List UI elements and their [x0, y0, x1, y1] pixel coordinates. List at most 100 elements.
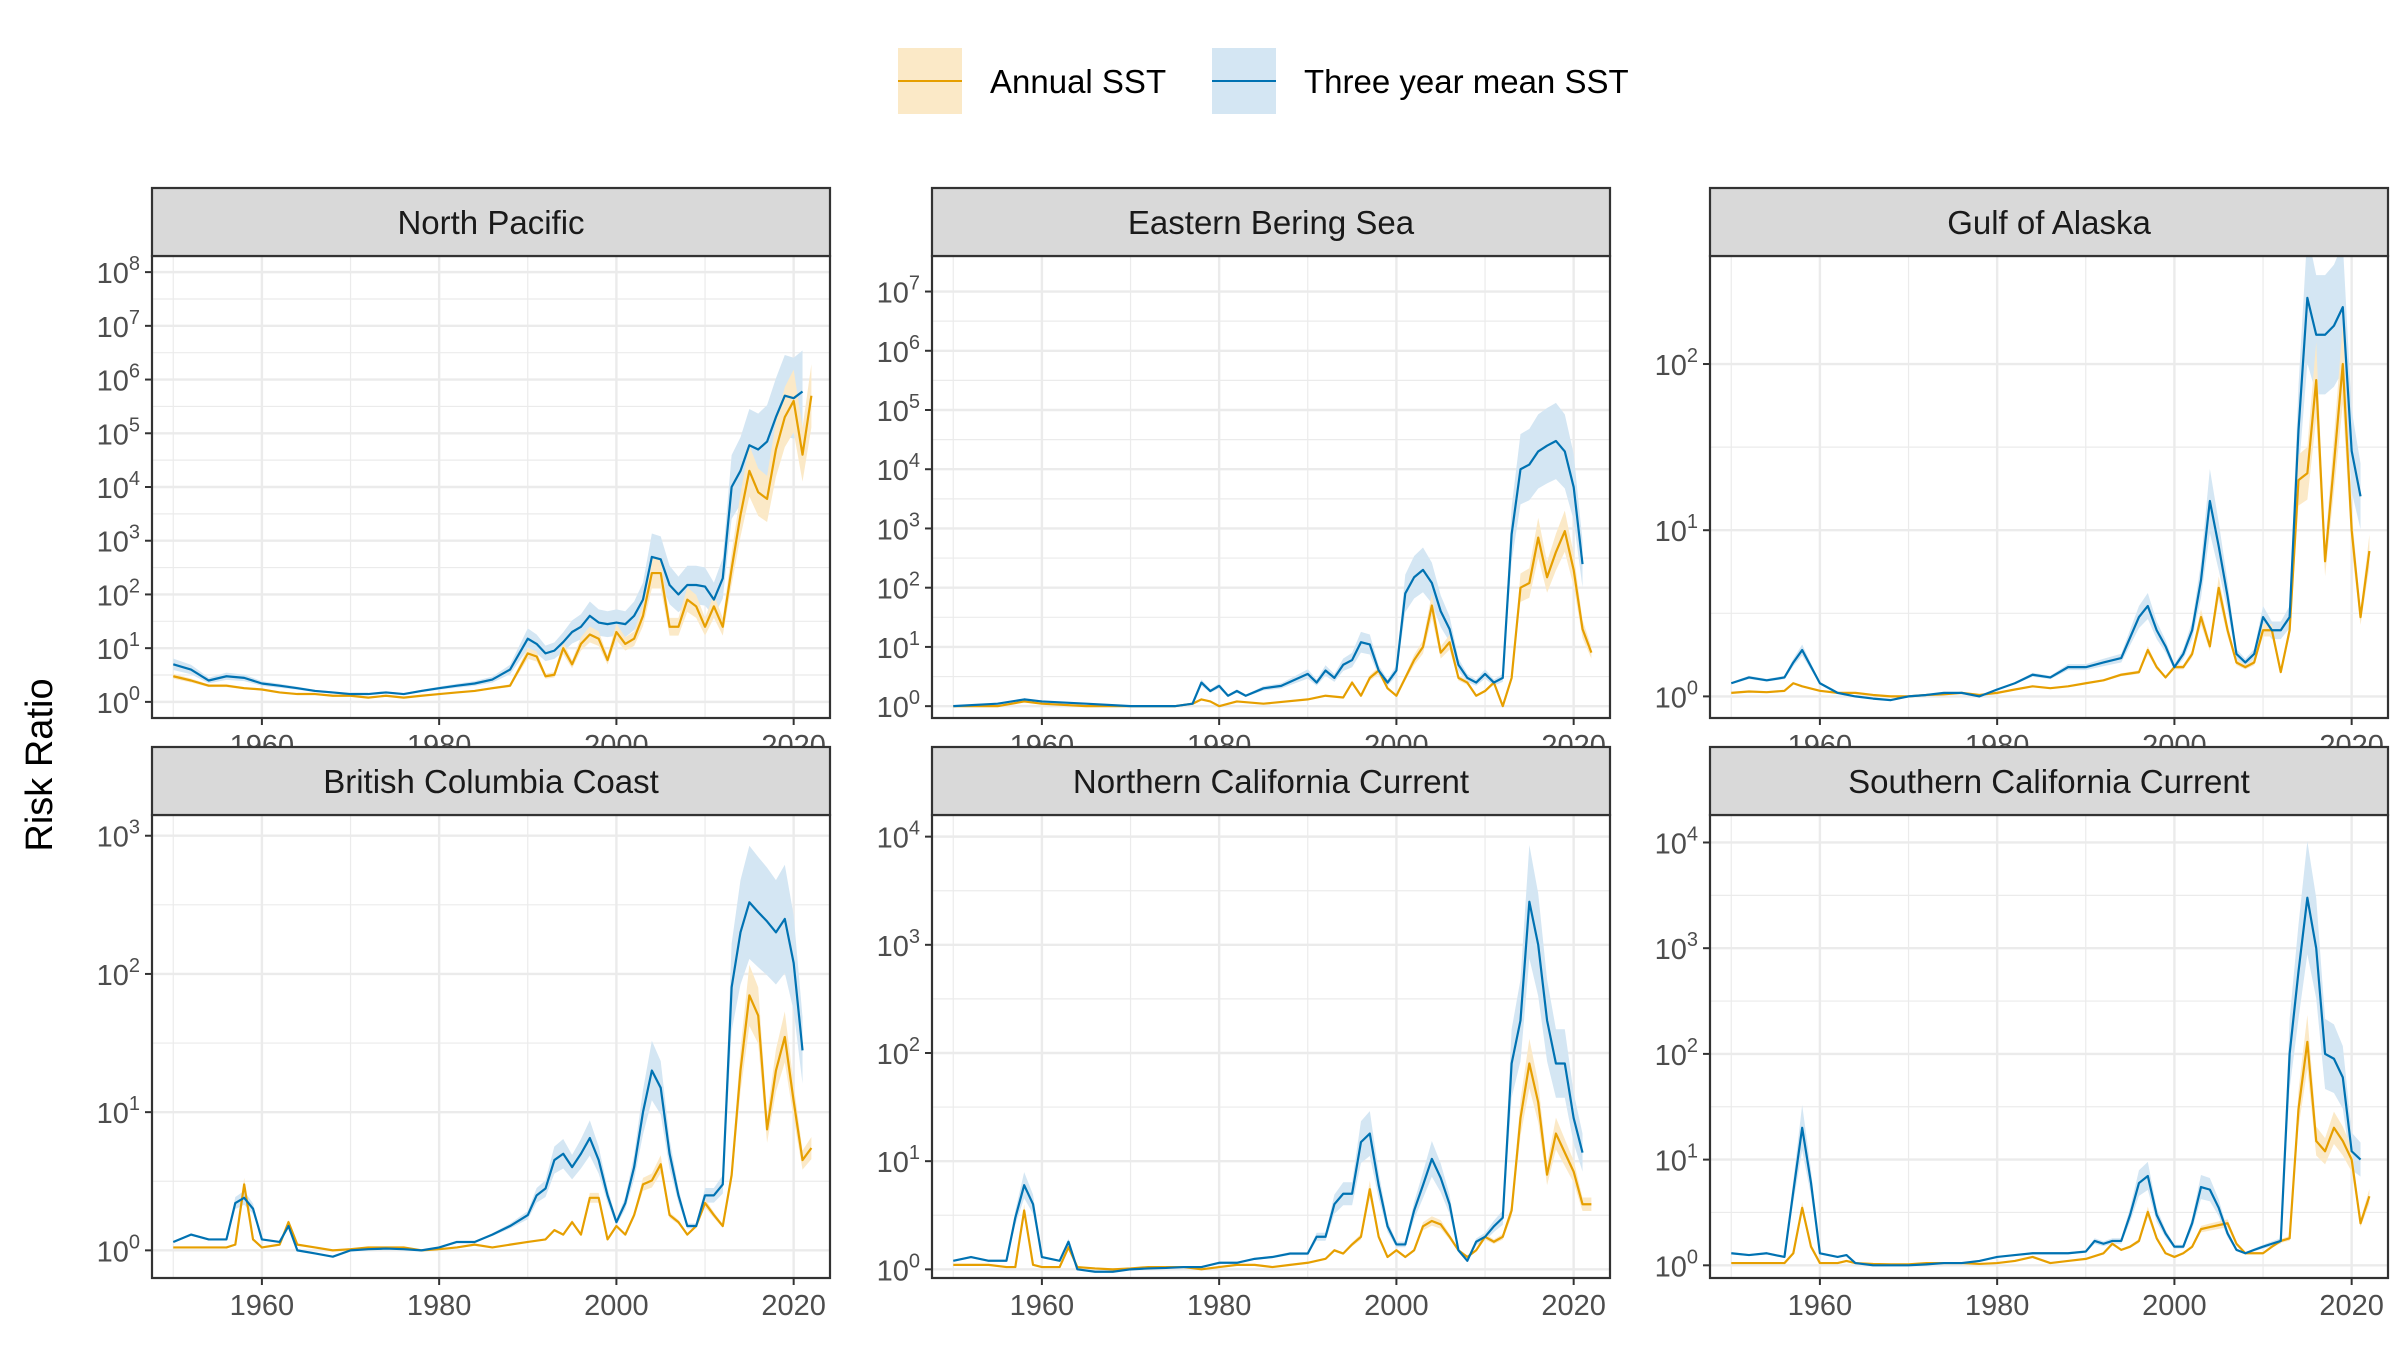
series-line-three-year-mean-sst	[172, 390, 804, 696]
panel-british-columbia-coast: British Columbia Coast 100 101 102 103 1960 19…	[97, 745, 832, 1322]
y-tick-label: 100	[97, 1231, 140, 1268]
y-tick-label: 101	[1655, 1141, 1698, 1178]
x-tick-label: 2020	[2319, 1290, 2384, 1322]
facet-title: Northern California Current	[1073, 763, 1469, 800]
facet-strip	[150, 186, 832, 258]
y-tick-label: 103	[97, 817, 140, 854]
y-tick-label: 104	[1655, 823, 1698, 860]
y-tick-label: 104	[877, 818, 920, 855]
panel-north-pacific: North Pacific 100 101 102 103 104 105 106 107 108…	[97, 186, 832, 762]
series-group	[1730, 256, 2371, 702]
series-group	[172, 350, 813, 699]
y-tick-label: 102	[1655, 345, 1698, 382]
panel-background	[152, 815, 830, 1278]
grid-lines	[1710, 815, 2388, 1278]
y-tick-label: 103	[1655, 929, 1698, 966]
panel-background	[1710, 815, 2388, 1278]
x-tick-label: 1980	[1965, 1290, 2030, 1322]
series-line-three-year-mean-sst	[1731, 896, 2362, 1267]
series-group	[172, 845, 813, 1258]
panel-background	[932, 815, 1610, 1278]
legend-label-annual: Annual SST	[990, 63, 1166, 100]
y-tick-label: 107	[97, 307, 140, 344]
x-tick-label: 2000	[584, 1290, 649, 1322]
facet-strip	[1708, 745, 2390, 817]
y-tick-label: 105	[877, 391, 920, 428]
series-line-three-year-mean-sst	[1730, 296, 2362, 702]
facet-strip	[930, 745, 1612, 817]
series-line-annual-sst	[953, 1062, 1592, 1271]
confidence-ribbon	[953, 845, 1583, 1272]
grid-lines	[152, 815, 830, 1278]
y-tick-label: 102	[97, 575, 140, 612]
grid-lines	[152, 256, 830, 718]
y-tick-label: 100	[877, 687, 920, 724]
facet-title: North Pacific	[397, 204, 584, 241]
facet-strip	[930, 186, 1612, 258]
panel-northern-california-current: Northern California Current 100 101 102 103 1…	[877, 745, 1612, 1322]
series-line-three-year-mean-sst	[953, 900, 1584, 1273]
grid-lines	[932, 815, 1610, 1278]
panel-eastern-bering-sea: Eastern Bering Sea 100 101 102 103 104 105 106 1…	[877, 186, 1612, 762]
y-tick-label: 101	[877, 1142, 920, 1179]
y-tick-label: 105	[97, 414, 140, 451]
panel-background	[932, 256, 1610, 718]
y-tick-label: 101	[97, 629, 140, 666]
series-line-annual-sst	[1731, 1040, 2371, 1266]
series-line-annual-sst	[173, 994, 813, 1252]
y-tick-label: 100	[1655, 1246, 1698, 1283]
y-tick-label: 101	[1655, 511, 1698, 548]
facet-title: British Columbia Coast	[323, 763, 659, 800]
series-group	[953, 845, 1592, 1273]
facet-title: Southern California Current	[1848, 763, 2250, 800]
facet-strip	[150, 745, 832, 817]
y-tick-label: 106	[877, 332, 920, 369]
facet-strip	[1708, 186, 2390, 258]
legend: Annual SST Three year mean SST	[898, 48, 1629, 114]
y-tick-label: 102	[97, 955, 140, 992]
y-tick-label: 102	[877, 569, 920, 606]
x-tick-label: 2000	[1364, 1290, 1429, 1322]
x-tick-label: 1960	[230, 1290, 295, 1322]
y-tick-label: 103	[97, 522, 140, 559]
confidence-ribbon	[173, 845, 803, 1257]
x-tick-label: 1960	[1010, 1290, 1075, 1322]
series-line-annual-sst	[173, 395, 813, 699]
panel-gulf-of-alaska: Gulf of Alaska1001011021960198020002020	[1655, 186, 2390, 762]
y-tick-label: 101	[877, 628, 920, 665]
x-tick-label: 1980	[1187, 1290, 1252, 1322]
series-line-three-year-mean-sst	[953, 439, 1584, 708]
y-tick-label: 103	[877, 926, 920, 963]
series-line-three-year-mean-sst	[172, 901, 804, 1258]
x-tick-label: 2000	[2142, 1290, 2207, 1322]
y-tick-label: 102	[1655, 1035, 1698, 1072]
x-tick-label: 2020	[761, 1290, 826, 1322]
y-axis-title: Risk Ratio	[19, 678, 61, 851]
x-tick-label: 1980	[407, 1290, 472, 1322]
y-tick-label: 104	[877, 450, 920, 487]
y-tick-label: 106	[97, 361, 140, 398]
y-tick-label: 103	[877, 509, 920, 546]
confidence-ribbon	[1731, 1015, 2370, 1265]
grid-lines	[932, 256, 1610, 718]
y-tick-label: 100	[877, 1250, 920, 1287]
panel-southern-california-current: Southern California Current 100 101 102 103 1…	[1655, 745, 2390, 1322]
facet-panels: North Pacific 100 101 102 103 104 105 106 107 108…	[97, 186, 2390, 1322]
series-group	[1731, 841, 2371, 1267]
legend-label-three-year: Three year mean SST	[1304, 63, 1629, 100]
confidence-ribbon	[953, 1038, 1592, 1270]
facet-title: Eastern Bering Sea	[1128, 204, 1415, 241]
facet-title: Gulf of Alaska	[1947, 204, 2151, 241]
series-group	[953, 402, 1593, 708]
y-tick-label: 100	[97, 683, 140, 720]
y-tick-label: 107	[877, 273, 920, 310]
x-tick-label: 2020	[1541, 1290, 1606, 1322]
y-tick-label: 100	[1655, 677, 1698, 714]
y-tick-label: 102	[877, 1034, 920, 1071]
series-line-annual-sst	[1731, 362, 2371, 698]
y-tick-label: 104	[97, 468, 140, 505]
y-tick-label: 108	[97, 253, 140, 290]
x-tick-label: 1960	[1788, 1290, 1853, 1322]
y-tick-label: 101	[97, 1093, 140, 1130]
